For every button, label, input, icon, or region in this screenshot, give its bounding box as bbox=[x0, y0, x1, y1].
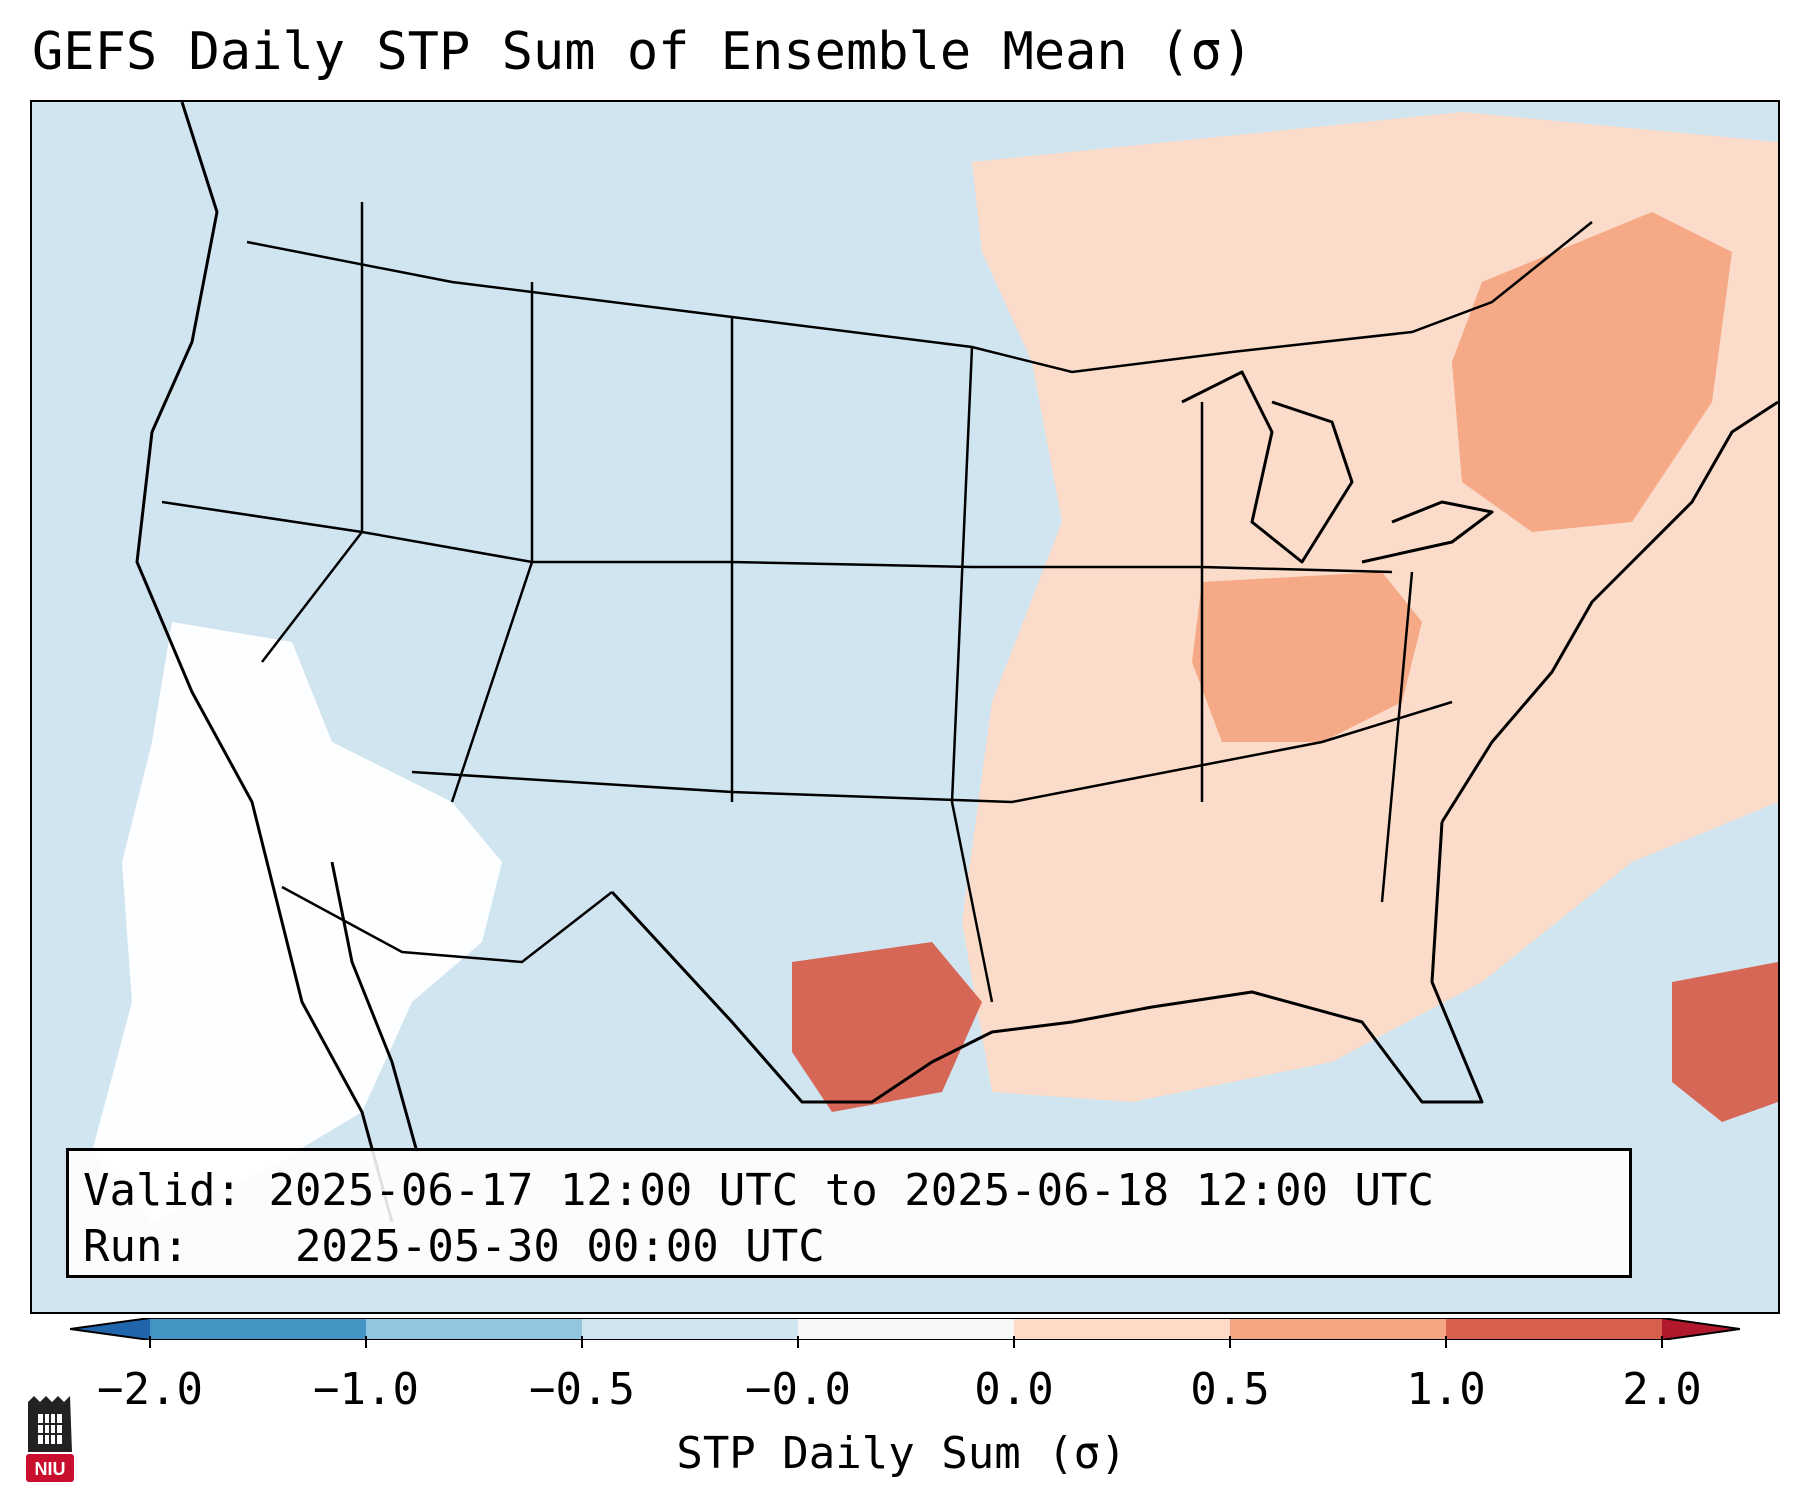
colorbar-tick-label: 2.0 bbox=[1622, 1364, 1702, 1415]
colorbar-tick-label: −1.0 bbox=[313, 1364, 419, 1415]
valid-value: 2025-06-17 12:00 UTC to 2025-06-18 12:00… bbox=[268, 1165, 1435, 1216]
colorbar-tick-label: −2.0 bbox=[97, 1364, 203, 1415]
great-lakes bbox=[1181, 370, 1494, 564]
logo-badge bbox=[26, 1454, 74, 1482]
colorbar-tick-label: 0.0 bbox=[974, 1364, 1054, 1415]
colorbar bbox=[70, 1318, 1740, 1340]
colorbar-tick-label: 0.5 bbox=[1190, 1364, 1270, 1415]
us-canada-border bbox=[246, 221, 1593, 374]
niu-logo: NIU bbox=[26, 1396, 74, 1482]
coastline-lines bbox=[135, 102, 1778, 1223]
valid-time-box: Valid: 2025-06-17 12:00 UTC to 2025-06-1… bbox=[66, 1148, 1632, 1278]
colorbar-segment-above bbox=[1662, 1318, 1740, 1340]
east-coast bbox=[1440, 400, 1778, 823]
colorbar-segment bbox=[582, 1318, 798, 1340]
colorbar-tick bbox=[1661, 1336, 1663, 1348]
colorbar-tick-label: 1.0 bbox=[1406, 1364, 1486, 1415]
colorbar-tick bbox=[1013, 1336, 1015, 1348]
colorbar-tick-label: −0.5 bbox=[529, 1364, 635, 1415]
atlantic-positive-area bbox=[1672, 962, 1778, 1122]
map-panel bbox=[30, 100, 1780, 1314]
colorbar-segment bbox=[1446, 1318, 1662, 1340]
interior-borders bbox=[161, 202, 1453, 1003]
colorbar-tick bbox=[149, 1336, 151, 1348]
colorbar-tick-label: −0.0 bbox=[745, 1364, 851, 1415]
colorbar-tick bbox=[581, 1336, 583, 1348]
colorbar-segment bbox=[1014, 1318, 1230, 1340]
texas-positive-area bbox=[792, 942, 982, 1112]
baja-coast bbox=[330, 861, 419, 1153]
us-mexico-border bbox=[281, 885, 613, 964]
colorbar-segment bbox=[798, 1318, 1014, 1340]
ohio-valley-positive-area bbox=[1192, 572, 1422, 742]
colorbar-segment-below bbox=[70, 1318, 150, 1340]
colorbar-segment bbox=[150, 1318, 366, 1340]
logo-text: NIU bbox=[35, 1459, 66, 1479]
gulf-coast bbox=[610, 821, 1484, 1104]
colorbar-tick bbox=[1229, 1336, 1231, 1348]
map-title: GEFS Daily STP Sum of Ensemble Mean (σ) bbox=[32, 22, 1253, 82]
colorbar-segment bbox=[1230, 1318, 1446, 1340]
colorbar-label: STP Daily Sum (σ) bbox=[676, 1428, 1127, 1479]
run-value: 2025-05-30 00:00 UTC bbox=[294, 1221, 825, 1272]
west-coast bbox=[135, 102, 394, 1223]
colorbar-tick bbox=[797, 1336, 799, 1348]
run-label: Run: bbox=[83, 1221, 189, 1272]
state-borders bbox=[161, 202, 1593, 1003]
new-england-positive-area bbox=[1452, 212, 1732, 532]
valid-label: Valid: bbox=[83, 1165, 242, 1216]
colorbar-tick bbox=[1445, 1336, 1447, 1348]
colorbar-segment bbox=[366, 1318, 582, 1340]
southwest-neutral-area bbox=[92, 622, 502, 1222]
map-canvas bbox=[32, 102, 1778, 1312]
colorbar-tick bbox=[365, 1336, 367, 1348]
